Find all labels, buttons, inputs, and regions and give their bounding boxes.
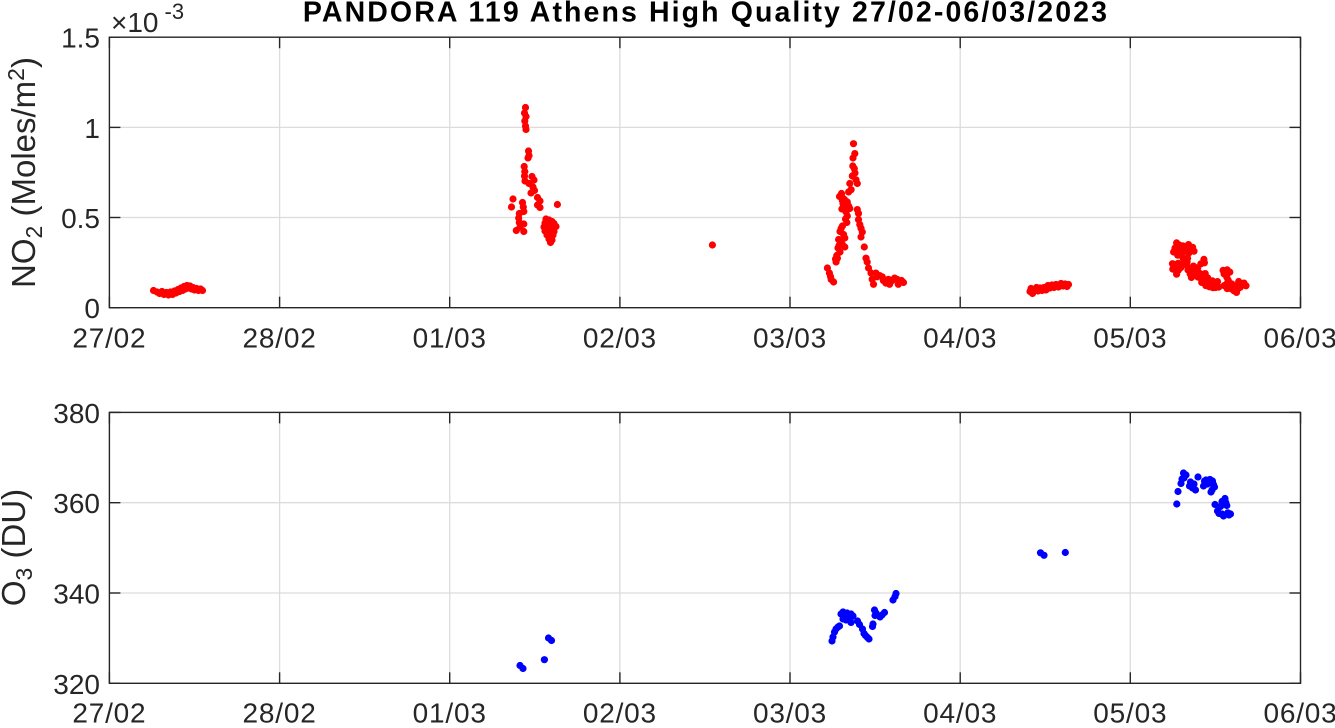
svg-text:05/03: 05/03	[1093, 323, 1167, 354]
svg-text:04/03: 04/03	[923, 323, 997, 354]
svg-text:27/02: 27/02	[72, 323, 146, 354]
svg-text:NO2 (Moles/m2): NO2 (Moles/m2)	[3, 57, 47, 288]
svg-text:320: 320	[53, 669, 100, 700]
svg-text:380: 380	[53, 398, 100, 429]
svg-text:06/03: 06/03	[1263, 323, 1335, 354]
svg-text:PANDORA 119 Athens High Qualit: PANDORA 119 Athens High Quality 27/02-06…	[303, 0, 1109, 29]
svg-text:27/02: 27/02	[72, 697, 146, 723]
svg-text:05/03: 05/03	[1093, 697, 1167, 723]
svg-text:0: 0	[84, 293, 100, 324]
svg-text:01/03: 01/03	[413, 323, 487, 354]
svg-text:340: 340	[53, 579, 100, 610]
svg-text:O3 (DU): O3 (DU)	[0, 489, 37, 606]
svg-text:02/03: 02/03	[583, 697, 657, 723]
svg-text:03/03: 03/03	[753, 697, 827, 723]
svg-text:03/03: 03/03	[753, 323, 827, 354]
svg-text:0.5: 0.5	[61, 203, 100, 234]
svg-text:06/03: 06/03	[1263, 697, 1335, 723]
svg-text:1.5: 1.5	[61, 23, 100, 54]
svg-text:1: 1	[84, 113, 100, 144]
svg-text:01/03: 01/03	[413, 697, 487, 723]
svg-text:02/03: 02/03	[583, 323, 657, 354]
svg-text:28/02: 28/02	[243, 697, 317, 723]
svg-text:360: 360	[53, 488, 100, 519]
svg-text:28/02: 28/02	[243, 323, 317, 354]
svg-text:04/03: 04/03	[923, 697, 997, 723]
